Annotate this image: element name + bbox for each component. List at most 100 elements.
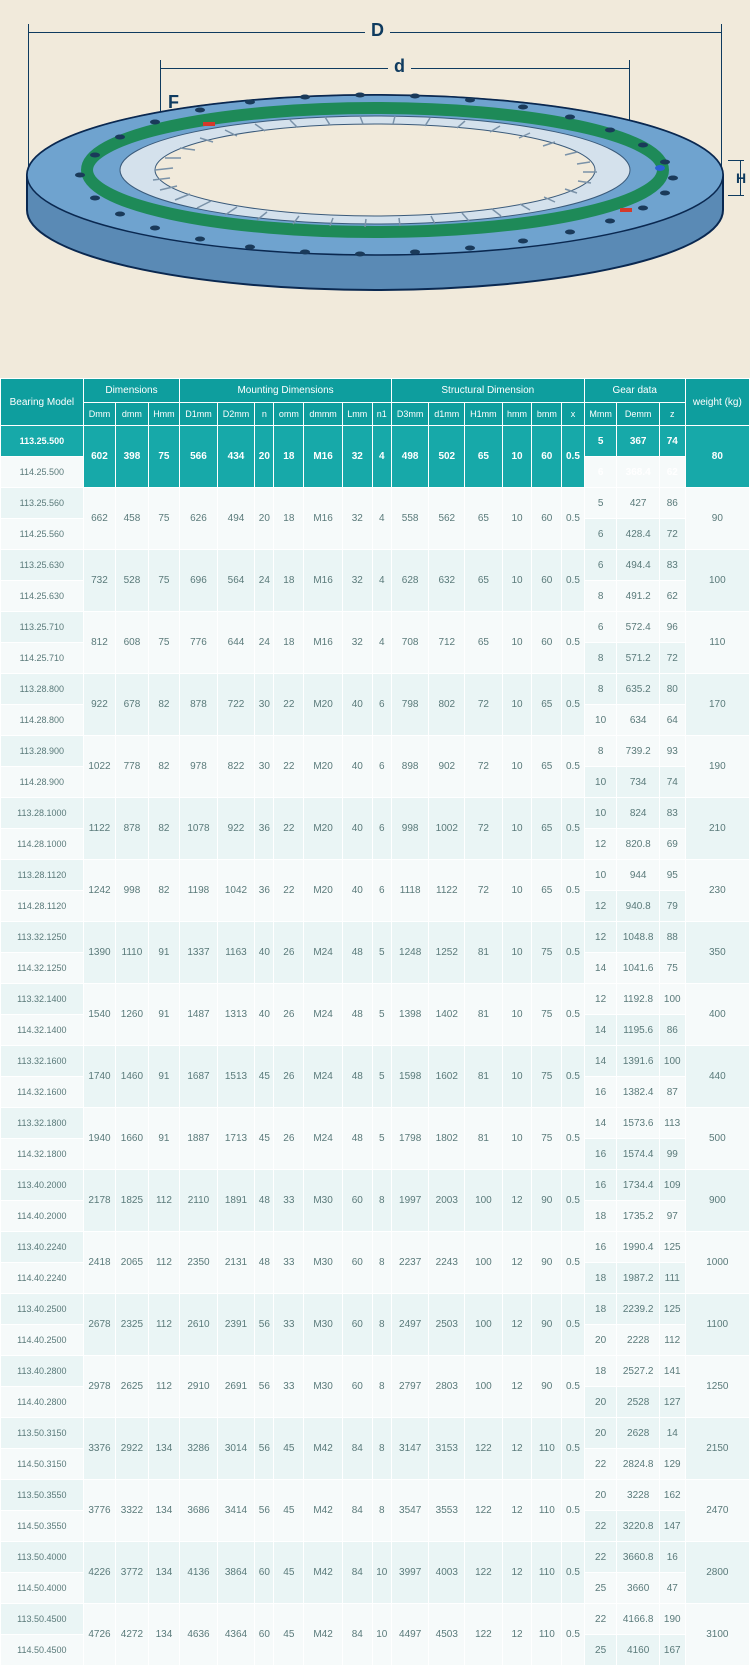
shared-cell: 6 — [372, 674, 391, 736]
shared-cell: 10 — [502, 984, 532, 1046]
shared-cell: 45 — [255, 1108, 274, 1170]
shared-cell: 56 — [255, 1480, 274, 1542]
model-cell: 114.32.1600 — [1, 1077, 84, 1108]
gear-cell: 83 — [659, 550, 685, 581]
shared-cell: 0.5 — [562, 798, 585, 860]
shared-cell: 75 — [148, 488, 180, 550]
shared-cell: 82 — [148, 860, 180, 922]
shared-cell: 32 — [342, 550, 372, 612]
shared-cell: 100 — [465, 1170, 503, 1232]
shared-cell: 33 — [274, 1170, 304, 1232]
shared-cell: 0.5 — [562, 922, 585, 984]
model-cell: 113.50.4000 — [1, 1542, 84, 1573]
shared-cell: 84 — [342, 1604, 372, 1666]
subhead-D2mm: D2mm — [217, 403, 255, 426]
gear-cell: 8 — [584, 674, 617, 705]
shared-cell: 48 — [342, 1046, 372, 1108]
weight-cell: 2800 — [685, 1542, 749, 1604]
shared-cell: M16 — [304, 550, 343, 612]
shared-cell: 60 — [532, 426, 562, 488]
gear-cell: 72 — [659, 643, 685, 674]
shared-cell: 72 — [465, 674, 503, 736]
gear-cell: 25 — [584, 1635, 617, 1666]
shared-cell: 3547 — [391, 1480, 429, 1542]
subhead-n: n — [255, 403, 274, 426]
dim-H-label: H — [730, 170, 750, 186]
gear-cell: 3660.8 — [617, 1542, 659, 1573]
shared-cell: 100 — [465, 1294, 503, 1356]
gear-cell: 16 — [584, 1077, 617, 1108]
shared-cell: 75 — [148, 426, 180, 488]
table-row: 113.40.280029782625112291026915633M30608… — [1, 1356, 750, 1387]
shared-cell: M16 — [304, 426, 343, 488]
gear-cell: 491.2 — [617, 581, 659, 612]
shared-cell: M30 — [304, 1170, 343, 1232]
shared-cell: 632 — [429, 550, 465, 612]
gear-cell: 14 — [584, 1108, 617, 1139]
gear-cell: 95 — [659, 860, 685, 891]
spec-table: Bearing Model Dimensions Mounting Dimens… — [0, 378, 750, 1666]
shared-cell: 56 — [255, 1294, 274, 1356]
model-cell: 114.28.800 — [1, 705, 84, 736]
table-row: 113.28.100011228788210789223622M20406998… — [1, 798, 750, 829]
shared-cell: 1110 — [116, 922, 148, 984]
gear-cell: 5 — [584, 426, 617, 457]
gear-cell: 14 — [659, 1418, 685, 1449]
gear-cell: 14 — [584, 953, 617, 984]
shared-cell: 82 — [148, 736, 180, 798]
shared-cell: 75 — [532, 922, 562, 984]
shared-cell: M20 — [304, 736, 343, 798]
subhead-d1mm: d1mm — [429, 403, 465, 426]
gear-cell: 22 — [584, 1449, 617, 1480]
weight-cell: 400 — [685, 984, 749, 1046]
shared-cell: 84 — [342, 1480, 372, 1542]
weight-cell: 2150 — [685, 1418, 749, 1480]
gear-cell: 141 — [659, 1356, 685, 1387]
gear-cell: 16 — [659, 1542, 685, 1573]
table-row: 113.28.9001022778829788223022M2040689890… — [1, 736, 750, 767]
model-cell: 113.32.1250 — [1, 922, 84, 953]
shared-cell: 18 — [274, 612, 304, 674]
shared-cell: 1042 — [217, 860, 255, 922]
shared-cell: 8 — [372, 1294, 391, 1356]
shared-cell: 10 — [502, 426, 532, 488]
shared-cell: 110 — [532, 1418, 562, 1480]
table-row: 113.40.250026782325112261023915633M30608… — [1, 1294, 750, 1325]
gear-cell: 634 — [617, 705, 659, 736]
shared-cell: 75 — [148, 550, 180, 612]
gear-cell: 14 — [584, 1015, 617, 1046]
model-cell: 114.40.2240 — [1, 1263, 84, 1294]
gear-cell: 88 — [659, 922, 685, 953]
shared-cell: 26 — [274, 984, 304, 1046]
shared-cell: 2003 — [429, 1170, 465, 1232]
gear-cell: 18 — [584, 1356, 617, 1387]
shared-cell: 3414 — [217, 1480, 255, 1542]
shared-cell: 32 — [342, 426, 372, 488]
weight-cell: 190 — [685, 736, 749, 798]
gear-cell: 571.2 — [617, 643, 659, 674]
shared-cell: 20 — [255, 426, 274, 488]
shared-cell: 722 — [217, 674, 255, 736]
shared-cell: 1260 — [116, 984, 148, 1046]
shared-cell: 3014 — [217, 1418, 255, 1480]
shared-cell: 922 — [217, 798, 255, 860]
gear-cell: 572.4 — [617, 612, 659, 643]
shared-cell: 3553 — [429, 1480, 465, 1542]
shared-cell: M20 — [304, 798, 343, 860]
shared-cell: 40 — [255, 922, 274, 984]
f-mark-top — [203, 122, 215, 126]
weight-cell: 500 — [685, 1108, 749, 1170]
shared-cell: 2418 — [83, 1232, 115, 1294]
shared-cell: 812 — [83, 612, 115, 674]
shared-cell: 458 — [116, 488, 148, 550]
shared-cell: 398 — [116, 426, 148, 488]
shared-cell: 4364 — [217, 1604, 255, 1666]
shared-cell: 778 — [116, 736, 148, 798]
shared-cell: 10 — [372, 1604, 391, 1666]
shared-cell: 564 — [217, 550, 255, 612]
shared-cell: 12 — [502, 1356, 532, 1418]
model-cell: 113.40.2800 — [1, 1356, 84, 1387]
shared-cell: 60 — [342, 1232, 372, 1294]
shared-cell: 18 — [274, 488, 304, 550]
shared-cell: 2243 — [429, 1232, 465, 1294]
